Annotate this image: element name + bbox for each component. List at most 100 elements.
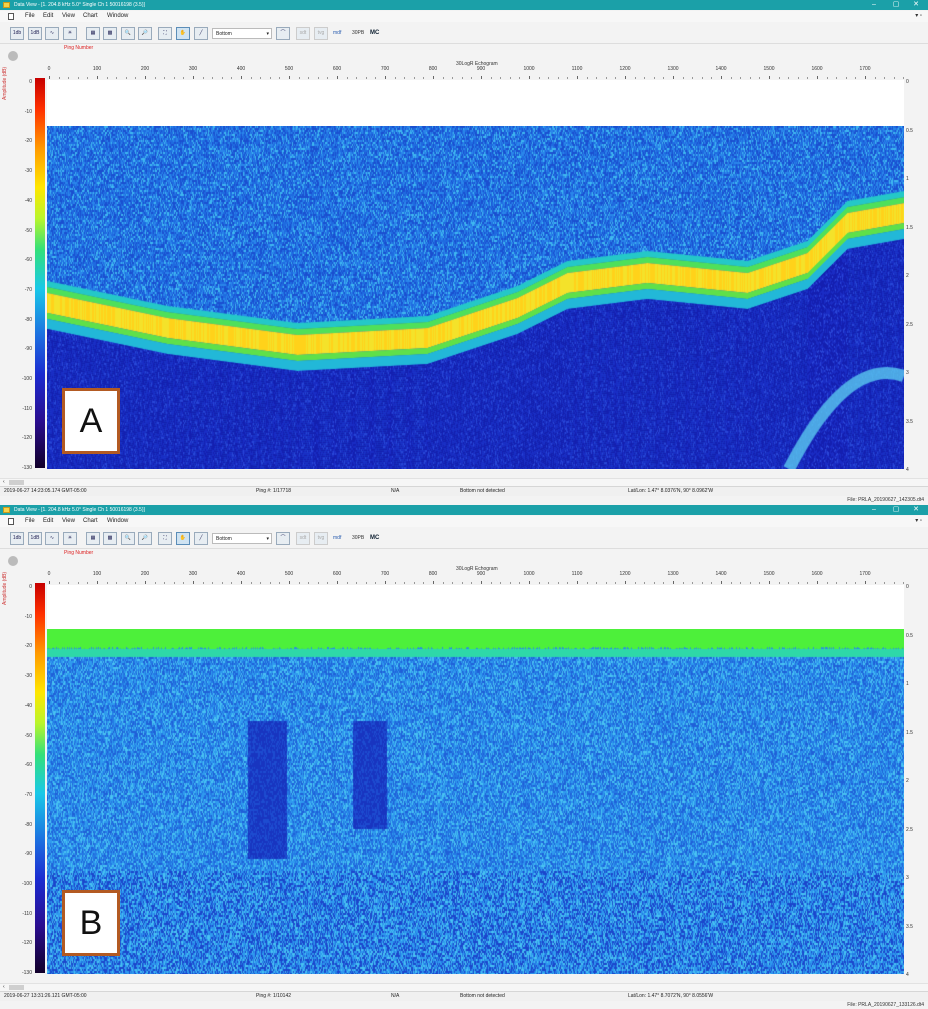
echogram-canvas-a[interactable]	[47, 126, 904, 469]
menu-edit[interactable]: Edit	[43, 518, 54, 524]
zoom-out-icon[interactable]: 🔎	[138, 27, 152, 40]
x-minor-tick	[855, 582, 857, 584]
app-icon	[3, 2, 10, 8]
x-minor-tick	[58, 582, 60, 584]
palette-sun-button[interactable]: ☀	[63, 532, 77, 545]
amplitude-tick-label: -100	[21, 376, 32, 382]
zoom-extent-icon[interactable]: ⛶	[158, 532, 172, 545]
x-tick-label: 200	[140, 66, 150, 72]
scroll-thumb[interactable]	[9, 480, 24, 485]
x-minor-tick	[634, 77, 636, 79]
bottom-combo[interactable]: Bottom ▾	[212, 533, 272, 544]
pen-icon[interactable]: ╱	[194, 532, 208, 545]
palette-sun-button[interactable]: ☀	[63, 27, 77, 40]
x-tick-label: 600	[332, 571, 342, 577]
grid-b-button[interactable]: ▩	[103, 532, 117, 545]
curve-button[interactable]: ∿	[45, 27, 59, 40]
zoom-extent-icon[interactable]: ⛶	[158, 27, 172, 40]
mdi-controls[interactable]: ▾ ▫	[915, 518, 922, 524]
bottom-combo[interactable]: Bottom ▾	[212, 28, 272, 39]
mc-button[interactable]: MC	[370, 30, 380, 36]
minimize-icon[interactable]: –	[872, 1, 876, 8]
x-tick-label: 1400	[715, 66, 727, 72]
palette-icon[interactable]	[8, 556, 18, 566]
x-tick	[625, 76, 626, 79]
maximize-icon[interactable]: ▢	[892, 1, 900, 8]
menu-chart[interactable]: Chart	[83, 13, 98, 19]
horizontal-scrollbar[interactable]: ‹	[0, 478, 928, 486]
x-tick	[529, 581, 530, 584]
line-style-button[interactable]: ⌒	[276, 27, 290, 40]
x-tick	[769, 581, 770, 584]
x-tick-label: 600	[332, 66, 342, 72]
x-tick	[49, 581, 50, 584]
tvg-1db-button[interactable]: 1db	[10, 27, 24, 40]
x-tick	[769, 76, 770, 79]
b40-button[interactable]: 30PB	[352, 30, 365, 36]
zoom-in-icon[interactable]: 🔍	[121, 532, 135, 545]
tvg-1db-down-button[interactable]: 1dB	[28, 532, 42, 545]
x-tick	[865, 76, 866, 79]
tvg-1db-button[interactable]: 1db	[10, 532, 24, 545]
depth-tick-label: 4	[906, 467, 909, 473]
x-minor-tick	[461, 582, 463, 584]
mdi-controls[interactable]: ▾ ▫	[915, 13, 922, 19]
mdf-button[interactable]: mdf	[333, 30, 342, 36]
tvg-button[interactable]: tvg	[314, 532, 328, 545]
grid-a-button[interactable]: ▦	[86, 27, 100, 40]
minimize-icon[interactable]: –	[872, 506, 876, 513]
sdt-button[interactable]: sdt	[296, 532, 310, 545]
scroll-left-icon[interactable]: ‹	[3, 479, 5, 485]
zoom-out-icon[interactable]: 🔎	[138, 532, 152, 545]
window-title: Data View - [1. 204.8 kHz 5.0° Single Ch…	[14, 507, 145, 513]
scroll-left-icon[interactable]: ‹	[3, 984, 5, 990]
maximize-icon[interactable]: ▢	[892, 506, 900, 513]
grid-a-button[interactable]: ▦	[86, 532, 100, 545]
x-minor-tick	[759, 582, 761, 584]
x-minor-tick	[874, 77, 876, 79]
menu-chart[interactable]: Chart	[83, 518, 98, 524]
pen-icon[interactable]: ╱	[194, 27, 208, 40]
amplitude-tick-label: -120	[21, 435, 32, 442]
scroll-thumb[interactable]	[9, 985, 24, 990]
line-style-button[interactable]: ⌒	[276, 532, 290, 545]
menu-view[interactable]: View	[62, 518, 75, 524]
grid-b-button[interactable]: ▩	[103, 27, 117, 40]
title-bar[interactable]: Data View - [1. 204.8 kHz 5.0° Single Ch…	[0, 0, 928, 10]
x-minor-tick	[807, 582, 809, 584]
tvg-button[interactable]: tvg	[314, 27, 328, 40]
menu-file[interactable]: File	[25, 518, 35, 524]
amplitude-tick-label: -20	[24, 138, 32, 145]
x-minor-tick	[538, 582, 540, 584]
echogram-title: 30LogR Echogram	[456, 61, 498, 67]
sdt-button[interactable]: sdt	[296, 27, 310, 40]
x-minor-tick	[394, 77, 396, 79]
menu-window[interactable]: Window	[107, 13, 129, 19]
b40-button[interactable]: 30PB	[352, 535, 365, 541]
mdf-button[interactable]: mdf	[333, 535, 342, 541]
hand-pan-icon[interactable]: ✋	[176, 532, 190, 545]
zoom-in-icon[interactable]: 🔍	[121, 27, 135, 40]
curve-button[interactable]: ∿	[45, 532, 59, 545]
menu-window[interactable]: Window	[107, 518, 129, 524]
close-icon[interactable]: ✕	[913, 1, 919, 8]
status-timestamp: 2019-06-27 13:31:26.121 GMT-05:00	[4, 993, 87, 999]
status-ping: Ping #: 1/17718	[256, 488, 292, 494]
menu-file[interactable]: File	[25, 13, 35, 19]
x-minor-tick	[58, 77, 60, 79]
close-icon[interactable]: ✕	[913, 506, 919, 513]
document-icon	[8, 518, 14, 525]
title-bar[interactable]: Data View - [1. 204.8 kHz 5.0° Single Ch…	[0, 505, 928, 515]
mc-button[interactable]: MC	[370, 535, 380, 541]
tvg-1db-down-button[interactable]: 1dB	[28, 27, 42, 40]
echogram-canvas-b[interactable]	[47, 629, 904, 974]
x-minor-tick	[375, 77, 377, 79]
menu-edit[interactable]: Edit	[43, 13, 54, 19]
x-minor-tick	[682, 582, 684, 584]
hand-pan-icon[interactable]: ✋	[176, 27, 190, 40]
menu-view[interactable]: View	[62, 13, 75, 19]
horizontal-scrollbar[interactable]: ‹	[0, 983, 928, 991]
x-tick	[721, 581, 722, 584]
palette-icon[interactable]	[8, 51, 18, 61]
x-minor-tick	[346, 582, 348, 584]
